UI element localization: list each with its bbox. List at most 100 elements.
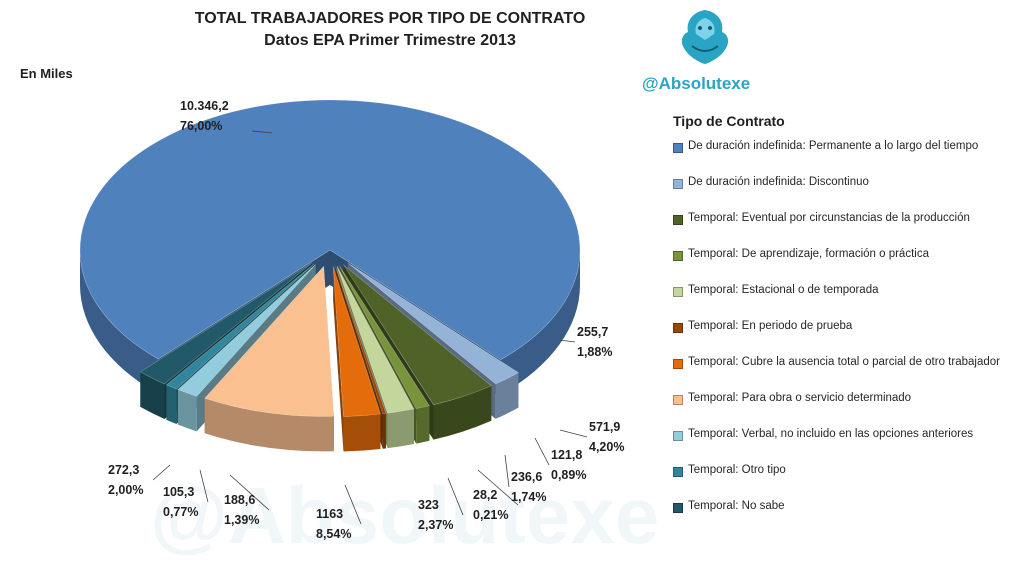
leader-line <box>477 469 519 506</box>
leader-line <box>534 437 550 466</box>
legend-label: De duración indefinida: Discontinuo <box>688 176 869 188</box>
data-label-value: 10.346,2 <box>180 99 229 113</box>
data-label: 323 2,37% <box>418 495 453 535</box>
slice-side-wall <box>416 405 430 444</box>
data-label-percent: 0,77% <box>163 505 199 519</box>
legend-item: Temporal: Cubre la ausencia total o parc… <box>673 356 1033 392</box>
pie-slice <box>339 265 430 409</box>
chart-subtitle: Datos EPA Primer Trimestre 2013 <box>264 32 516 49</box>
leader-line <box>344 484 362 525</box>
data-label-percent: 8,54% <box>316 527 352 541</box>
slice-side-wall <box>166 384 177 425</box>
pie-slice <box>336 266 415 414</box>
leader-line <box>152 464 171 481</box>
legend-label: De duración indefinida: Permanente a lo … <box>688 140 979 152</box>
legend-item: Temporal: De aprendizaje, formación o pr… <box>673 248 1033 284</box>
pie-slice <box>335 266 387 415</box>
pie-slice <box>165 263 315 390</box>
legend-item: Temporal: No sabe <box>673 500 1033 536</box>
leader-line <box>559 339 576 343</box>
data-label-value: 121,8 <box>551 448 583 462</box>
data-label: 10.346,2 76,00% <box>180 96 229 136</box>
slice-side-wall <box>204 398 334 452</box>
data-label-percent: 1,88% <box>577 345 613 359</box>
legend-swatch <box>673 395 683 405</box>
legend-label: Temporal: Estacional o de temporada <box>688 284 879 296</box>
legend-swatch <box>673 179 683 189</box>
legend-swatch <box>673 359 683 369</box>
slice-cut-wall <box>178 264 316 425</box>
legend-swatch <box>673 431 683 441</box>
data-label-value: 255,7 <box>577 325 609 339</box>
griffin-logo-icon <box>681 10 729 64</box>
data-label: 1163 8,54% <box>316 504 351 544</box>
legend-item: Temporal: Otro tipo <box>673 464 1033 500</box>
legend-label: Temporal: Otro tipo <box>688 464 786 476</box>
legend-swatch <box>673 215 683 225</box>
leader-line <box>199 469 209 503</box>
slice-side-wall <box>178 389 197 432</box>
data-label-value: 1163 <box>316 507 344 521</box>
leader-line <box>504 454 510 488</box>
data-label-value: 571,9 <box>589 420 621 434</box>
slice-side-wall <box>343 413 381 452</box>
data-label: 272,3 2,00% <box>108 460 143 500</box>
legend-item: De duración indefinida: Permanente a lo … <box>673 140 1033 176</box>
pie-slice <box>177 264 316 397</box>
legend-item: Temporal: Eventual por circunstancias de… <box>673 212 1033 248</box>
pie-slice <box>332 266 381 417</box>
data-label: 105,3 0,77% <box>163 482 198 522</box>
data-label: 571,9 4,20% <box>589 417 624 457</box>
pie-slice <box>343 264 492 406</box>
data-label-percent: 1,39% <box>224 513 260 527</box>
leader-line <box>447 477 464 516</box>
slice-side-wall <box>500 250 580 395</box>
slice-side-wall <box>382 413 386 449</box>
pie-slice <box>204 265 335 417</box>
data-label: 28,2 0,21% <box>473 485 508 525</box>
legend-item: Temporal: Para obra o servicio determina… <box>673 392 1033 428</box>
legend-label: Temporal: Cubre la ausencia total o parc… <box>688 356 1000 368</box>
data-label-percent: 0,21% <box>473 508 509 522</box>
leader-line <box>229 474 270 511</box>
data-label: 255,7 1,88% <box>577 322 612 362</box>
data-label-percent: 2,00% <box>108 483 144 497</box>
slice-side-wall <box>433 385 492 440</box>
data-label-percent: 4,20% <box>589 440 625 454</box>
legend-label: Temporal: No sabe <box>688 500 785 512</box>
legend-swatch <box>673 323 683 333</box>
slice-cut-wall <box>140 262 313 407</box>
slice-side-wall <box>387 408 414 449</box>
pie-slice <box>79 99 581 361</box>
legend-swatch <box>673 467 683 477</box>
legend-swatch <box>673 287 683 297</box>
data-label-percent: 1,74% <box>511 490 547 504</box>
data-label-percent: 0,89% <box>551 468 587 482</box>
data-label: 236,6 1,74% <box>511 467 546 507</box>
leader-lines <box>152 130 588 525</box>
data-label-value: 188,6 <box>224 493 256 507</box>
data-label-percent: 2,37% <box>418 518 454 532</box>
legend-item: De duración indefinida: Discontinuo <box>673 176 1033 212</box>
legend-label: Temporal: De aprendizaje, formación o pr… <box>688 248 929 260</box>
chart-title: TOTAL TRABAJADORES POR TIPO DE CONTRATO <box>194 10 586 27</box>
leader-line <box>559 429 588 438</box>
legend-item: Temporal: En periodo de prueba <box>673 320 1033 356</box>
data-label-value: 28,2 <box>473 488 498 502</box>
data-label: 188,6 1,39% <box>224 490 259 530</box>
legend-item: Temporal: Verbal, no incluido en las opc… <box>673 428 1033 464</box>
data-label-value: 236,6 <box>511 470 543 484</box>
unit-label: En Miles <box>20 66 73 81</box>
data-label-value: 272,3 <box>108 463 140 477</box>
legend-label: Temporal: Eventual por circunstancias de… <box>688 212 970 224</box>
slice-side-wall <box>495 372 519 419</box>
legend-swatch <box>673 251 683 261</box>
legend-swatch <box>673 143 683 153</box>
pie-slice <box>347 262 519 385</box>
slice-cut-wall <box>333 266 344 452</box>
data-label-value: 323 <box>418 498 439 512</box>
data-label-percent: 76,00% <box>180 119 223 133</box>
legend-item: Temporal: Estacional o de temporada <box>673 284 1033 320</box>
slice-side-wall <box>140 371 165 419</box>
